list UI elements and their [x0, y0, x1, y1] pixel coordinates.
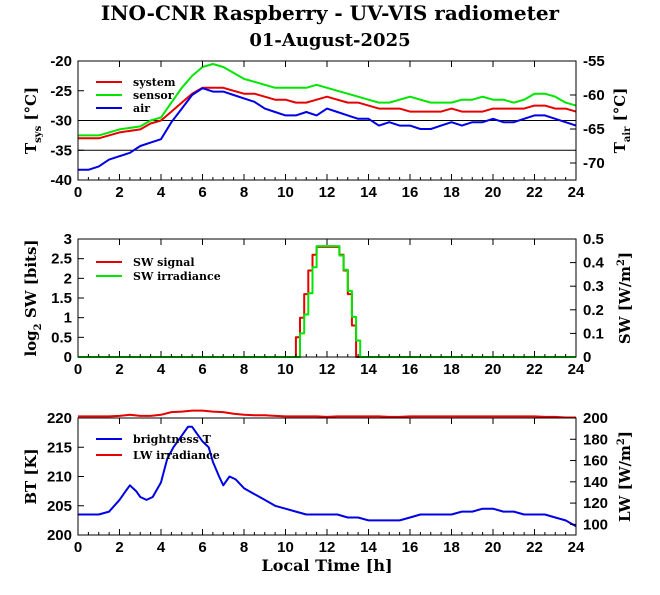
y-tick-label: 0.5 — [51, 329, 72, 346]
legend-label: air — [133, 102, 150, 115]
x-tick-label: 22 — [526, 184, 543, 201]
y-tick-label: -40 — [50, 172, 72, 189]
y2-tick-label: 0.2 — [583, 302, 604, 319]
x-tick-label: 14 — [360, 361, 377, 378]
legend-label: sensor — [133, 89, 174, 102]
x-tick-label: 14 — [360, 184, 377, 201]
y-tick-label: -20 — [50, 53, 72, 70]
y-axis-title: BT [K] — [22, 448, 40, 504]
x-tick-label: 0 — [74, 361, 82, 378]
y-tick-label: 2 — [64, 270, 72, 287]
y-axis-title: log2 SW [bits] — [22, 239, 44, 356]
y2-tick-label: 160 — [583, 453, 608, 470]
y-tick-label: 210 — [47, 469, 72, 486]
chart-panel-1: 0 2 4 6 8 10 12 14 16 18 20 22 24-40-35-30-25-20-70-… — [22, 53, 633, 201]
y-tick-label: 2.5 — [51, 251, 72, 268]
y-tick-label: -30 — [50, 113, 72, 130]
series-line-lw-irradiance — [78, 409, 576, 419]
legend-label: LW irradiance — [133, 449, 220, 462]
y2-axis-title: LW [W/m2] — [616, 431, 634, 522]
x-tick-label: 22 — [526, 361, 543, 378]
y2-tick-label: 140 — [583, 474, 608, 491]
y2-axis-title: Tair [°C] — [611, 88, 633, 154]
x-tick-label: 12 — [319, 539, 336, 556]
x-tick-label: 12 — [319, 361, 336, 378]
figure-subtitle: 01-August-2025 — [249, 30, 410, 51]
series-line-brightness-t — [78, 425, 577, 528]
x-tick-label: 20 — [485, 539, 502, 556]
x-tick-label: 16 — [402, 361, 419, 378]
y2-tick-label: -60 — [583, 87, 605, 104]
y2-tick-label: -65 — [583, 121, 605, 138]
figure-title: INO-CNR Raspberry - UV-VIS radiometer — [101, 1, 560, 25]
y-tick-label: 1.5 — [51, 290, 72, 307]
x-tick-label: 16 — [402, 184, 419, 201]
x-tick-label: 24 — [568, 361, 585, 378]
x-tick-label: 4 — [157, 184, 166, 201]
x-tick-label: 16 — [402, 539, 419, 556]
series-line-air — [78, 87, 577, 171]
x-tick-label: 22 — [526, 539, 543, 556]
series-line-sensor — [78, 63, 577, 137]
x-tick-label: 24 — [568, 539, 585, 556]
x-tick-label: 4 — [157, 361, 166, 378]
y2-tick-label: 120 — [583, 495, 608, 512]
chart-panel-2: 0 2 4 6 8 10 12 14 16 18 20 22 2400.511.522.5300.10.… — [22, 231, 634, 378]
x-tick-label: 8 — [240, 539, 248, 556]
y-tick-label: 1 — [64, 310, 72, 327]
x-tick-label: 0 — [74, 539, 82, 556]
y-tick-label: 215 — [47, 439, 72, 456]
y2-tick-label: 180 — [583, 431, 608, 448]
y2-tick-label: 0 — [583, 349, 591, 366]
series-line-sw-irradiance — [78, 245, 576, 358]
y2-tick-label: -70 — [583, 155, 605, 172]
x-axis-title: Local Time [h] — [261, 556, 392, 575]
legend-label: SW signal — [133, 256, 195, 269]
x-tick-label: 12 — [319, 184, 336, 201]
y2-tick-label: 0.3 — [583, 278, 604, 295]
x-tick-label: 0 — [74, 184, 82, 201]
legend-label: SW irradiance — [133, 270, 221, 283]
y2-tick-label: 0.5 — [583, 231, 604, 248]
y-tick-label: 205 — [47, 498, 72, 515]
x-tick-label: 18 — [443, 184, 460, 201]
y-tick-label: -35 — [50, 142, 72, 159]
x-tick-label: 10 — [277, 361, 294, 378]
y2-tick-label: 0.4 — [583, 255, 605, 272]
x-tick-label: 2 — [115, 539, 123, 556]
y-tick-label: 200 — [47, 527, 72, 544]
y2-tick-label: 100 — [583, 516, 608, 533]
y-tick-label: 220 — [47, 410, 72, 427]
y2-tick-label: -55 — [583, 53, 605, 70]
x-tick-label: 14 — [360, 539, 377, 556]
series-line-system — [78, 86, 577, 140]
y-tick-label: 3 — [64, 231, 72, 248]
x-tick-label: 6 — [198, 539, 206, 556]
x-tick-label: 20 — [485, 361, 502, 378]
x-tick-label: 10 — [277, 539, 294, 556]
x-tick-label: 8 — [240, 361, 248, 378]
x-tick-label: 10 — [277, 184, 294, 201]
x-tick-label: 2 — [115, 361, 123, 378]
x-tick-label: 6 — [198, 184, 206, 201]
chart-panel-3: 0 2 4 6 8 10 12 14 16 18 20 22 242002052102152201001… — [22, 409, 634, 575]
x-tick-label: 20 — [485, 184, 502, 201]
x-tick-label: 8 — [240, 184, 248, 201]
x-tick-label: 4 — [157, 539, 166, 556]
y2-tick-label: 0.1 — [583, 325, 604, 342]
y-axis-title: Tsys [°C] — [22, 87, 44, 154]
x-tick-label: 2 — [115, 184, 123, 201]
y2-axis-title: SW [W/m2] — [616, 252, 634, 344]
x-tick-label: 18 — [443, 539, 460, 556]
legend-label: brightness T — [133, 433, 212, 446]
x-tick-label: 6 — [198, 361, 206, 378]
x-tick-label: 18 — [443, 361, 460, 378]
y-tick-label: 0 — [64, 349, 72, 366]
legend-label: system — [133, 76, 176, 89]
x-tick-label: 24 — [568, 184, 585, 201]
y2-tick-label: 200 — [583, 410, 608, 427]
y-tick-label: -25 — [50, 83, 72, 100]
